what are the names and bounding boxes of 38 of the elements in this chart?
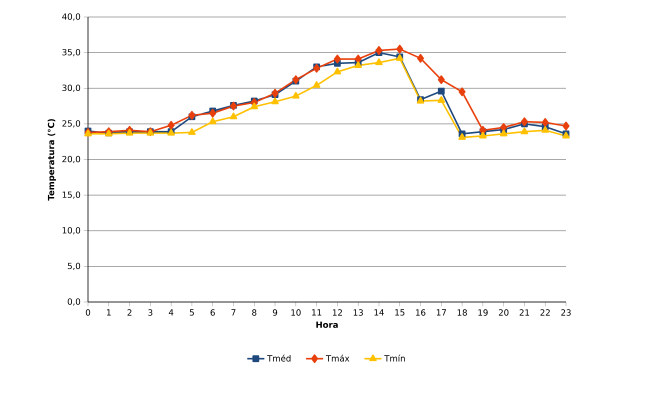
y-axis-title: Temperatura (°C)	[48, 119, 56, 201]
y-tick-label: 5,0	[68, 262, 80, 270]
x-tick-label: 10	[291, 309, 301, 316]
x-tick-label: 11	[312, 309, 322, 316]
x-tick-label: 6	[210, 309, 215, 316]
x-tick-label: 7	[231, 309, 236, 316]
x-tick-label: 8	[252, 309, 256, 316]
x-tick-label: 4	[168, 309, 174, 316]
x-tick-label: 20	[498, 309, 509, 316]
x-tick-label: 16	[416, 309, 426, 316]
y-tick-label: 25,0	[62, 120, 80, 128]
x-tick-label: 19	[478, 309, 488, 316]
x-tick-label: 12	[332, 309, 342, 316]
x-tick-label: 17	[436, 309, 446, 316]
y-tick-label: 30,0	[62, 84, 80, 92]
x-tick-label: 21	[520, 309, 530, 316]
x-tick-label: 18	[458, 309, 467, 316]
legend-label: Tmín	[384, 354, 405, 362]
y-tick-label: 35,0	[62, 48, 80, 56]
x-tick-label: 14	[374, 309, 384, 316]
x-axis-title: Hora	[316, 322, 338, 328]
y-tick-label: 15,0	[62, 191, 80, 199]
x-tick-label: 9	[272, 309, 278, 316]
y-tick-label: 40,0	[62, 13, 80, 21]
x-tick-label: 3	[148, 309, 152, 316]
x-tick-label: 22	[540, 309, 550, 316]
x-tick-label: 13	[354, 309, 363, 316]
legend-label: Tmáx	[326, 354, 350, 362]
y-tick-label: 0,0	[68, 298, 80, 306]
x-tick-label: 23	[561, 309, 571, 316]
y-tick-label: 10,0	[62, 227, 80, 234]
legend-label: Tméd	[267, 354, 290, 362]
y-tick-label: 20,0	[62, 156, 80, 164]
x-tick-label: 5	[190, 309, 194, 316]
x-tick-label: 0	[86, 309, 90, 316]
x-tick-label: 1	[107, 309, 111, 316]
x-tick-label: 15	[395, 309, 404, 316]
x-tick-label: 2	[127, 309, 132, 316]
